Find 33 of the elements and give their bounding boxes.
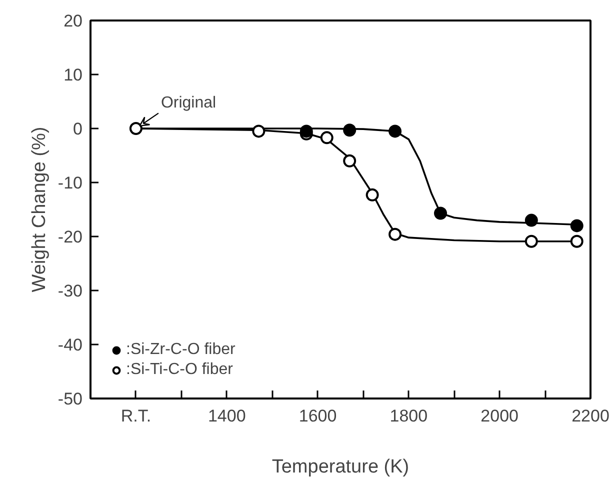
annotation: Original <box>160 94 216 112</box>
point <box>570 234 584 248</box>
x-axis-title: Temperature (K) <box>272 456 410 478</box>
y-tick-label: -50 <box>58 390 83 408</box>
y-tick-label: 20 <box>64 12 83 30</box>
y-tick-label: -30 <box>58 282 83 300</box>
y-tick-label: -40 <box>58 336 83 354</box>
point <box>300 124 313 138</box>
point <box>366 188 379 202</box>
point <box>320 131 334 144</box>
legend-label: :Si-Zr-C-O fiber <box>126 341 236 359</box>
point <box>570 219 584 232</box>
point <box>524 234 538 248</box>
point <box>252 124 266 138</box>
point <box>388 228 402 241</box>
point <box>129 122 142 135</box>
x-tick-label: 1800 <box>390 406 428 426</box>
y-axis-title: Weight Change (%) <box>28 126 50 292</box>
point <box>388 124 402 138</box>
x-tick-label: 2000 <box>480 406 519 426</box>
x-tick-label: 1400 <box>208 406 246 426</box>
point <box>343 124 356 137</box>
x-tick-label: 2200 <box>572 406 610 426</box>
y-tick-label: 10 <box>64 66 83 84</box>
point <box>343 154 356 168</box>
y-tick-label: -10 <box>58 174 83 192</box>
point <box>434 206 447 220</box>
legend-label: :Si-Ti-C-O fiber <box>126 361 233 379</box>
x-tick-label: R.T. <box>120 406 152 426</box>
x-tick-label: 1600 <box>298 406 337 426</box>
point <box>524 214 538 227</box>
y-tick-label: -20 <box>58 228 83 246</box>
y-tick-label: 0 <box>73 120 83 138</box>
